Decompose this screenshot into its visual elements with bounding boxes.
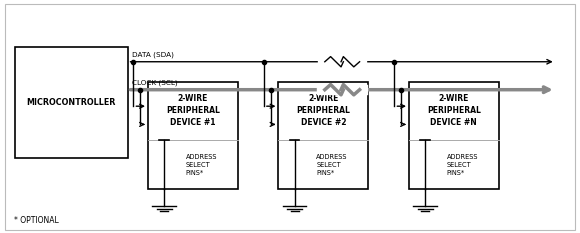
Text: CLOCK (SCL): CLOCK (SCL) xyxy=(132,79,177,86)
Bar xyxy=(14,47,128,158)
Bar xyxy=(148,82,238,189)
Bar xyxy=(409,82,499,189)
Text: 2-WIRE
PERIPHERAL
DEVICE #1: 2-WIRE PERIPHERAL DEVICE #1 xyxy=(166,94,220,127)
Text: ADDRESS
SELECT
PINS*: ADDRESS SELECT PINS* xyxy=(316,154,347,176)
Text: ADDRESS
SELECT
PINS*: ADDRESS SELECT PINS* xyxy=(186,154,217,176)
Text: ADDRESS
SELECT
PINS*: ADDRESS SELECT PINS* xyxy=(447,154,478,176)
Text: 2-WIRE
PERIPHERAL
DEVICE #N: 2-WIRE PERIPHERAL DEVICE #N xyxy=(427,94,481,127)
Text: * OPTIONAL: * OPTIONAL xyxy=(14,216,59,225)
Bar xyxy=(278,82,368,189)
Text: MICROCONTROLLER: MICROCONTROLLER xyxy=(26,98,116,107)
Text: 2-WIRE
PERIPHERAL
DEVICE #2: 2-WIRE PERIPHERAL DEVICE #2 xyxy=(296,94,350,127)
Text: DATA (SDA): DATA (SDA) xyxy=(132,51,173,58)
